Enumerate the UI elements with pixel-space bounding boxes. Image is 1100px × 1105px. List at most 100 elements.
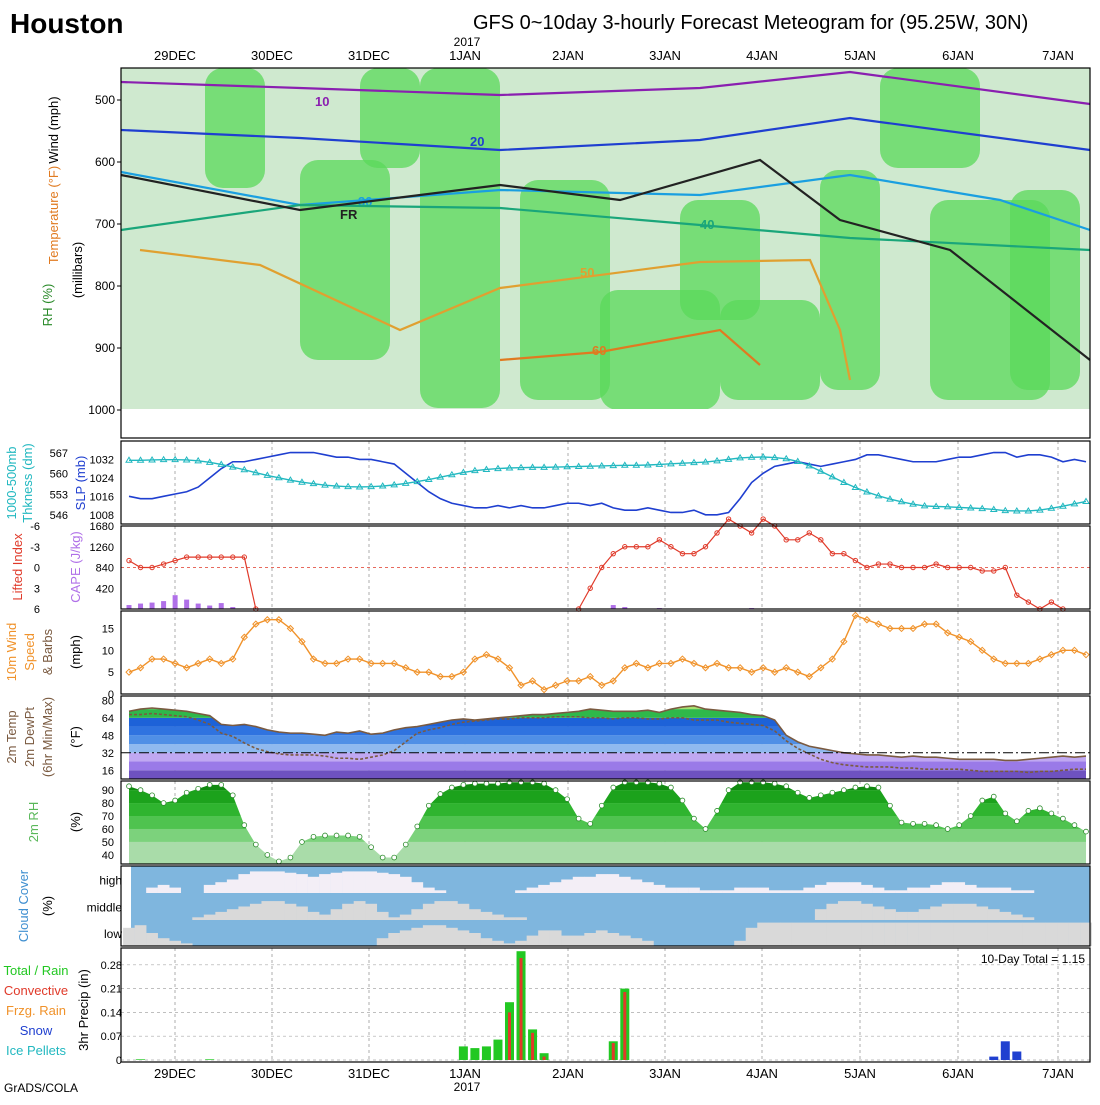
cloud-cover-bar bbox=[515, 890, 527, 893]
lifted-index-line bbox=[128, 556, 257, 610]
precip-total-bar bbox=[493, 1039, 503, 1060]
thickness-point bbox=[148, 455, 156, 463]
cloud-cover-bar bbox=[526, 887, 539, 893]
cloud-cover-bar bbox=[826, 903, 839, 920]
lifted-index-point bbox=[760, 516, 766, 522]
thickness-point bbox=[1070, 499, 1079, 507]
precip-tick-label: 0.28 bbox=[101, 960, 122, 972]
thickness-point bbox=[724, 455, 733, 462]
rh-point bbox=[783, 783, 790, 789]
temp-tick-label: 16 bbox=[102, 765, 114, 777]
panel-frame bbox=[120, 440, 1091, 525]
rh-moist-region bbox=[1010, 190, 1080, 390]
thickness-point bbox=[424, 475, 433, 483]
cloud-cover-bar bbox=[849, 882, 862, 893]
cloud-cover-bar bbox=[653, 884, 666, 893]
thickness-point bbox=[839, 478, 848, 485]
lifted-index-point bbox=[691, 550, 697, 557]
precip-axis-label: 3hr Precip (in) bbox=[76, 969, 91, 1051]
lifted-index-point bbox=[1025, 599, 1032, 605]
rh-point bbox=[333, 832, 340, 839]
wind-speed-point bbox=[448, 672, 456, 681]
thickness-point bbox=[943, 502, 952, 510]
wind-speed-point bbox=[586, 672, 594, 681]
isotherm-label: 20 bbox=[470, 134, 484, 149]
wind-speed-point bbox=[275, 616, 283, 624]
cloud-cover-bar bbox=[918, 922, 931, 946]
rh-moist-region bbox=[720, 300, 820, 400]
rh-point bbox=[956, 822, 962, 828]
cape-bar bbox=[610, 605, 616, 609]
wind-speed-point bbox=[240, 633, 249, 641]
wind-speed-point bbox=[551, 681, 560, 689]
date-label-top: 2JAN bbox=[552, 48, 584, 63]
thickness-point bbox=[1082, 497, 1090, 504]
date-label-top: 5JAN bbox=[844, 48, 876, 63]
cloud-cover-bar bbox=[203, 914, 216, 920]
dewpoint-line bbox=[129, 712, 1086, 774]
cloud-cover-bar bbox=[884, 922, 896, 946]
cloud-cover-bar bbox=[226, 909, 239, 920]
cloud-cover-bar bbox=[538, 930, 550, 946]
rh-point bbox=[1037, 805, 1043, 812]
rh-point bbox=[1083, 828, 1089, 835]
temp-tick-label: 80 bbox=[102, 695, 114, 707]
dewpt2m-label: 2m DewPt bbox=[22, 707, 37, 767]
cloud-cover-bar bbox=[376, 938, 389, 946]
cloud-cover-bar bbox=[584, 933, 597, 946]
wind-speed-point bbox=[321, 659, 329, 668]
rh-point bbox=[921, 820, 928, 827]
wind-speed-point bbox=[263, 616, 272, 624]
thickness-point bbox=[298, 478, 306, 485]
wind-speed-point bbox=[794, 668, 802, 676]
temp-band bbox=[129, 752, 1086, 762]
thickness-point bbox=[713, 456, 721, 464]
wind-speed-point bbox=[171, 659, 179, 668]
thickness-point bbox=[436, 473, 445, 480]
rh-point bbox=[771, 780, 778, 787]
cape-tick-label: 1260 bbox=[90, 542, 114, 554]
wind-speed-line bbox=[128, 614, 1087, 691]
precip-total-bar bbox=[458, 1046, 468, 1060]
minmax-label: (6hr Min/Max) bbox=[40, 697, 55, 777]
pressure-tick-label: 800 bbox=[95, 279, 115, 293]
lifted-index-point bbox=[841, 550, 847, 557]
precip-tick-label: 0.14 bbox=[101, 1007, 122, 1019]
wind-speed-point bbox=[770, 668, 779, 676]
wind10-label: 10m Wind bbox=[4, 623, 19, 682]
cloud-cover-bar bbox=[480, 938, 493, 946]
cape-bar bbox=[161, 601, 167, 609]
cloud-cover-bar bbox=[849, 901, 862, 920]
wind-speed-point bbox=[563, 677, 571, 685]
temp-band bbox=[129, 761, 1086, 771]
cloud-cover-bar bbox=[249, 903, 262, 920]
temp2m-label: 2m Temp bbox=[4, 710, 19, 763]
cloud-cover-bar bbox=[572, 876, 585, 893]
isotherm-line bbox=[139, 248, 852, 381]
precip-snow-bar bbox=[1000, 1041, 1010, 1060]
wind-speed-point bbox=[644, 664, 652, 672]
date-label-bottom: 4JAN bbox=[746, 1066, 778, 1081]
rh-point bbox=[875, 784, 882, 791]
precip-total-bar bbox=[470, 1048, 480, 1060]
lifted-index-point bbox=[887, 561, 893, 567]
cloud-cover-bar bbox=[895, 922, 908, 946]
date-label-top: 3JAN bbox=[649, 48, 681, 63]
cloud-cover-bar bbox=[803, 887, 816, 893]
wind-speed-point bbox=[574, 677, 583, 685]
cloud-cover-bar bbox=[791, 890, 804, 893]
cloud-cover-bar bbox=[1022, 917, 1035, 920]
rh-point bbox=[564, 796, 570, 802]
cloud-cover-bar bbox=[503, 917, 516, 920]
wind-label: Wind (mph) bbox=[46, 96, 61, 163]
panel-frame bbox=[120, 865, 1091, 947]
cloud-cover-bar bbox=[515, 917, 527, 920]
rh-point bbox=[1071, 822, 1078, 828]
wind-tick-label: 10 bbox=[102, 645, 114, 657]
rh-point bbox=[356, 833, 363, 840]
date-label-bottom: 6JAN bbox=[942, 1066, 974, 1081]
rh-point bbox=[276, 858, 282, 865]
rh-moist-region bbox=[205, 68, 265, 188]
thickness-point bbox=[1047, 504, 1056, 511]
slp-tick-label: 1032 bbox=[90, 454, 114, 466]
